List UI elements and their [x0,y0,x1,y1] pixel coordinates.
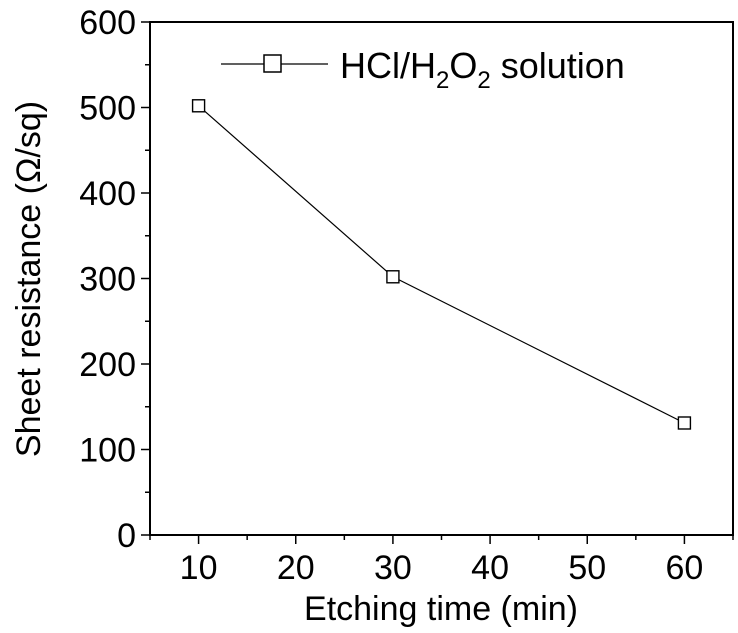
x-tick-label: 50 [568,549,606,587]
y-tick-label: 500 [79,90,136,128]
legend-marker [263,54,282,73]
axis-ticks [141,21,734,544]
legend-label-sub2: 2 [477,67,490,94]
y-tick-label: 0 [117,517,136,555]
plot-area-border [149,21,734,536]
data-point [191,99,206,113]
x-tick-label: 20 [277,549,315,587]
legend-label-sub1: 2 [436,67,449,94]
data-point [677,416,692,430]
y-tick-label: 200 [79,346,136,384]
legend-label-suffix: solution [491,45,625,86]
y-tick-labels: 0 100 200 300 400 500 600 [79,4,136,555]
y-tick-label: 600 [79,4,136,42]
y-tick-label: 100 [79,432,136,470]
y-axis-title: Sheet resistance (Ω/sq) [10,101,48,457]
x-tick-labels: 10 20 30 40 50 60 [180,549,704,587]
legend-label-mid: O [449,45,477,86]
series-line [198,105,685,424]
legend-label: HCl/H2O2 solution [340,45,625,94]
legend-label-prefix: HCl/H [340,45,436,86]
data-point [386,270,400,284]
series [191,99,692,430]
x-tick-label: 10 [180,549,218,587]
legend: HCl/H2O2 solution [221,45,625,94]
y-tick-label: 400 [79,175,136,213]
x-axis-title: Etching time (min) [304,590,578,628]
y-tick-label: 300 [79,261,136,299]
x-tick-label: 60 [666,549,704,587]
plot-frame [149,21,734,536]
x-tick-label: 30 [374,549,412,587]
x-tick-label: 40 [471,549,509,587]
